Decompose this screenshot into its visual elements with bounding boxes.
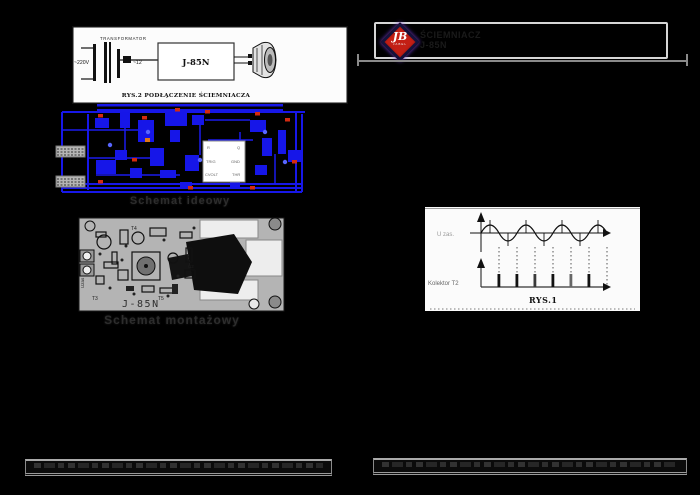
- footer-left-illegible-text: [34, 463, 323, 468]
- transformer-label: TRANSFORMATOR: [100, 36, 147, 41]
- footer-bar-left: [25, 459, 332, 476]
- rys2-connection-figure: TRANSFORMATOR ~220V ~12 J-85N: [72, 26, 348, 104]
- mounting-holes: [79, 217, 282, 310]
- pcb-layout-figure: T4 T3 T5 C2 Uzas J-85N: [78, 217, 285, 312]
- schematic-figure: R Q TRIG GND CVOLT THR: [55, 104, 305, 193]
- header-title-line1: ŚCIEMNIACZ: [420, 30, 481, 40]
- collector-pulse-waveform: [477, 258, 611, 291]
- mains-voltage-label: ~220V: [74, 60, 90, 66]
- logo-subtext: JABEL: [392, 42, 408, 46]
- rys1-caption: RYS.1: [529, 295, 557, 305]
- header-title-line2: J-85N: [420, 40, 448, 50]
- pcb-components: [95, 227, 196, 294]
- transformer-symbol: [81, 42, 123, 83]
- rys1-figure-bg: [425, 207, 640, 311]
- header-box: [374, 22, 668, 59]
- halogen-lamp-icon: [248, 41, 277, 79]
- header-rule-tick-right: [686, 54, 688, 66]
- timer-ic: R Q TRIG GND CVOLT THR: [202, 140, 246, 183]
- pcb-board-label: J-85N: [122, 299, 160, 310]
- supply-voltage-label: U zas.: [437, 232, 454, 238]
- footer-bar-right: [373, 458, 687, 475]
- pcb-caption: Schemat montażowy: [104, 313, 240, 327]
- uzas-label: Uzas: [80, 277, 85, 288]
- schematic-components: [95, 112, 302, 188]
- module-box: [157, 42, 235, 81]
- t5-label: T5: [158, 296, 164, 302]
- t3-label: T3: [92, 296, 98, 302]
- header-rule: [357, 60, 688, 62]
- orange-mark: [145, 138, 150, 142]
- module-label: J-85N: [181, 58, 209, 68]
- rys2-caption: RYS.2 PODŁĄCZENIE ŚCIEMNIACZA: [122, 91, 251, 99]
- ic-pin-trig: TRIG: [206, 159, 216, 164]
- supply-voltage-waveform: [470, 212, 611, 252]
- pot-center: [144, 264, 148, 268]
- schematic-caption: Schemat ideowy: [129, 195, 231, 207]
- footer-right-illegible-text: [382, 462, 678, 467]
- header-rule-tick-left: [357, 54, 359, 66]
- solder-pads: [98, 226, 196, 298]
- collector-label: Kolektor T2: [428, 281, 459, 287]
- ic-pin-thr: THR: [232, 172, 240, 177]
- ic-pin-gnd: GND: [231, 159, 240, 164]
- jabel-logo-inner: JB JABEL: [386, 30, 414, 54]
- c2-label: C2: [188, 264, 194, 269]
- secondary-terminal: [123, 56, 131, 63]
- rys1-waveform-figure: U zas. Kolektor T2 RYS.1: [425, 207, 640, 311]
- ic-pin-cvolt: CVOLT: [205, 172, 219, 177]
- ic-pin-q: Q: [237, 145, 240, 150]
- triac-heatsink-blob: [186, 234, 252, 294]
- secondary-voltage-label: ~12: [133, 60, 142, 66]
- terminal-connectors: [55, 145, 86, 188]
- t4-label: T4: [131, 226, 137, 232]
- ic-pin-r: R: [207, 145, 210, 150]
- header-title: ŚCIEMNIACZ J-85N: [420, 30, 490, 50]
